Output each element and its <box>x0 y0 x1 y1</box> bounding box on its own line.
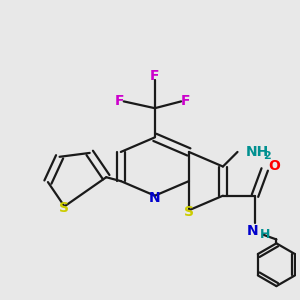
Text: H: H <box>260 228 270 241</box>
Text: N: N <box>247 224 259 238</box>
Text: F: F <box>115 94 124 108</box>
Text: F: F <box>180 94 190 108</box>
Text: NH: NH <box>245 145 268 159</box>
Text: F: F <box>150 69 160 83</box>
Text: S: S <box>59 201 69 215</box>
Text: O: O <box>268 159 280 172</box>
Text: N: N <box>149 190 161 205</box>
Text: S: S <box>184 205 194 219</box>
Text: 2: 2 <box>263 151 271 161</box>
